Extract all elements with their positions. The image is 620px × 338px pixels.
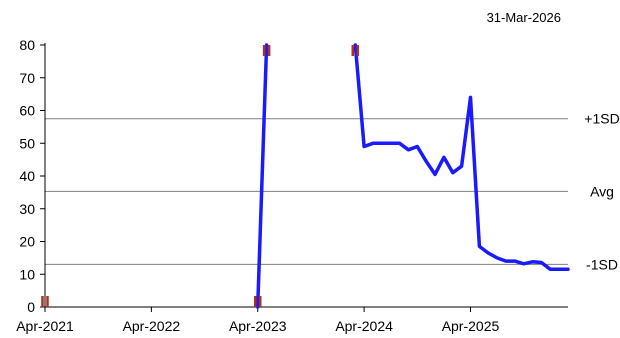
- reference-line-label: Avg: [590, 183, 614, 199]
- y-tick-label: 50: [19, 135, 35, 151]
- y-tick-label: 30: [19, 201, 35, 217]
- series-line: [353, 43, 570, 272]
- y-tick-label: 10: [19, 266, 35, 282]
- x-tick-label: Apr-2022: [123, 318, 181, 334]
- break-marker: [253, 296, 262, 307]
- break-marker: [262, 45, 271, 56]
- break-markers: [41, 45, 360, 307]
- reference-line-label: -1SD: [586, 256, 618, 272]
- y-tick-label: 0: [27, 299, 35, 315]
- y-tick-label: 70: [19, 70, 35, 86]
- x-tick-label: Apr-2024: [335, 318, 393, 334]
- series-line: [255, 43, 269, 309]
- x-tick-label: Apr-2025: [442, 318, 500, 334]
- y-tick-label: 60: [19, 103, 35, 119]
- y-tick-label: 20: [19, 234, 35, 250]
- axes: 0 10 20 30 40 50 60 70 80 Apr-2021 Apr-2022 Apr-202…: [16, 37, 568, 334]
- x-tick-label: Apr-2023: [229, 318, 287, 334]
- reference-line-label: +1SD: [584, 111, 619, 127]
- break-marker: [41, 296, 49, 307]
- series-lines: [255, 43, 570, 309]
- as-of-date-label: 31-Mar-2026: [487, 10, 561, 25]
- break-marker: [351, 45, 360, 56]
- y-tick-label: 40: [19, 168, 35, 184]
- x-tick-label: Apr-2021: [16, 318, 74, 334]
- y-tick-label: 80: [19, 37, 35, 53]
- reference-lines: +1SD Avg -1SD: [45, 111, 620, 272]
